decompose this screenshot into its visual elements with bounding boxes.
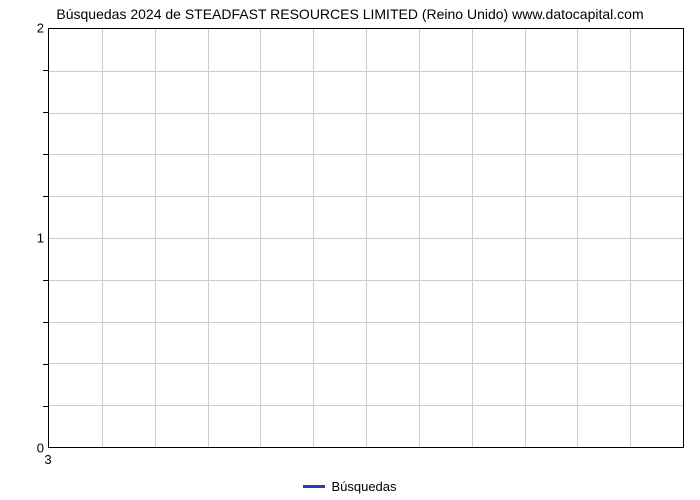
gridline-v xyxy=(208,29,209,447)
chart-container: Búsquedas 2024 de STEADFAST RESOURCES LI… xyxy=(0,0,700,500)
ytick-minor xyxy=(43,406,48,407)
ytick-label: 2 xyxy=(37,21,44,36)
gridline-v xyxy=(366,29,367,447)
chart-title: Búsquedas 2024 de STEADFAST RESOURCES LI… xyxy=(0,6,700,22)
gridline-v xyxy=(155,29,156,447)
gridline-v xyxy=(472,29,473,447)
legend: Búsquedas xyxy=(0,475,700,494)
ytick-label: 1 xyxy=(37,231,44,246)
ytick-minor xyxy=(43,70,48,71)
ytick-minor xyxy=(43,322,48,323)
ytick-minor xyxy=(43,154,48,155)
gridline-v xyxy=(313,29,314,447)
ytick-label: 0 xyxy=(37,441,44,456)
gridline-v xyxy=(577,29,578,447)
gridline-v xyxy=(630,29,631,447)
legend-swatch xyxy=(303,485,325,488)
ytick-minor xyxy=(43,364,48,365)
ytick-minor xyxy=(43,112,48,113)
ytick-minor xyxy=(43,196,48,197)
legend-item: Búsquedas xyxy=(303,479,396,494)
legend-label: Búsquedas xyxy=(331,479,396,494)
ytick-minor xyxy=(43,280,48,281)
gridline-v xyxy=(102,29,103,447)
gridline-v xyxy=(419,29,420,447)
gridline-v xyxy=(525,29,526,447)
xtick-label: 3 xyxy=(44,452,51,467)
plot-area xyxy=(48,28,684,448)
gridline-v xyxy=(260,29,261,447)
